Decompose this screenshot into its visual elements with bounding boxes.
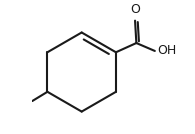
Text: O: O — [130, 3, 140, 16]
Text: OH: OH — [157, 44, 176, 57]
